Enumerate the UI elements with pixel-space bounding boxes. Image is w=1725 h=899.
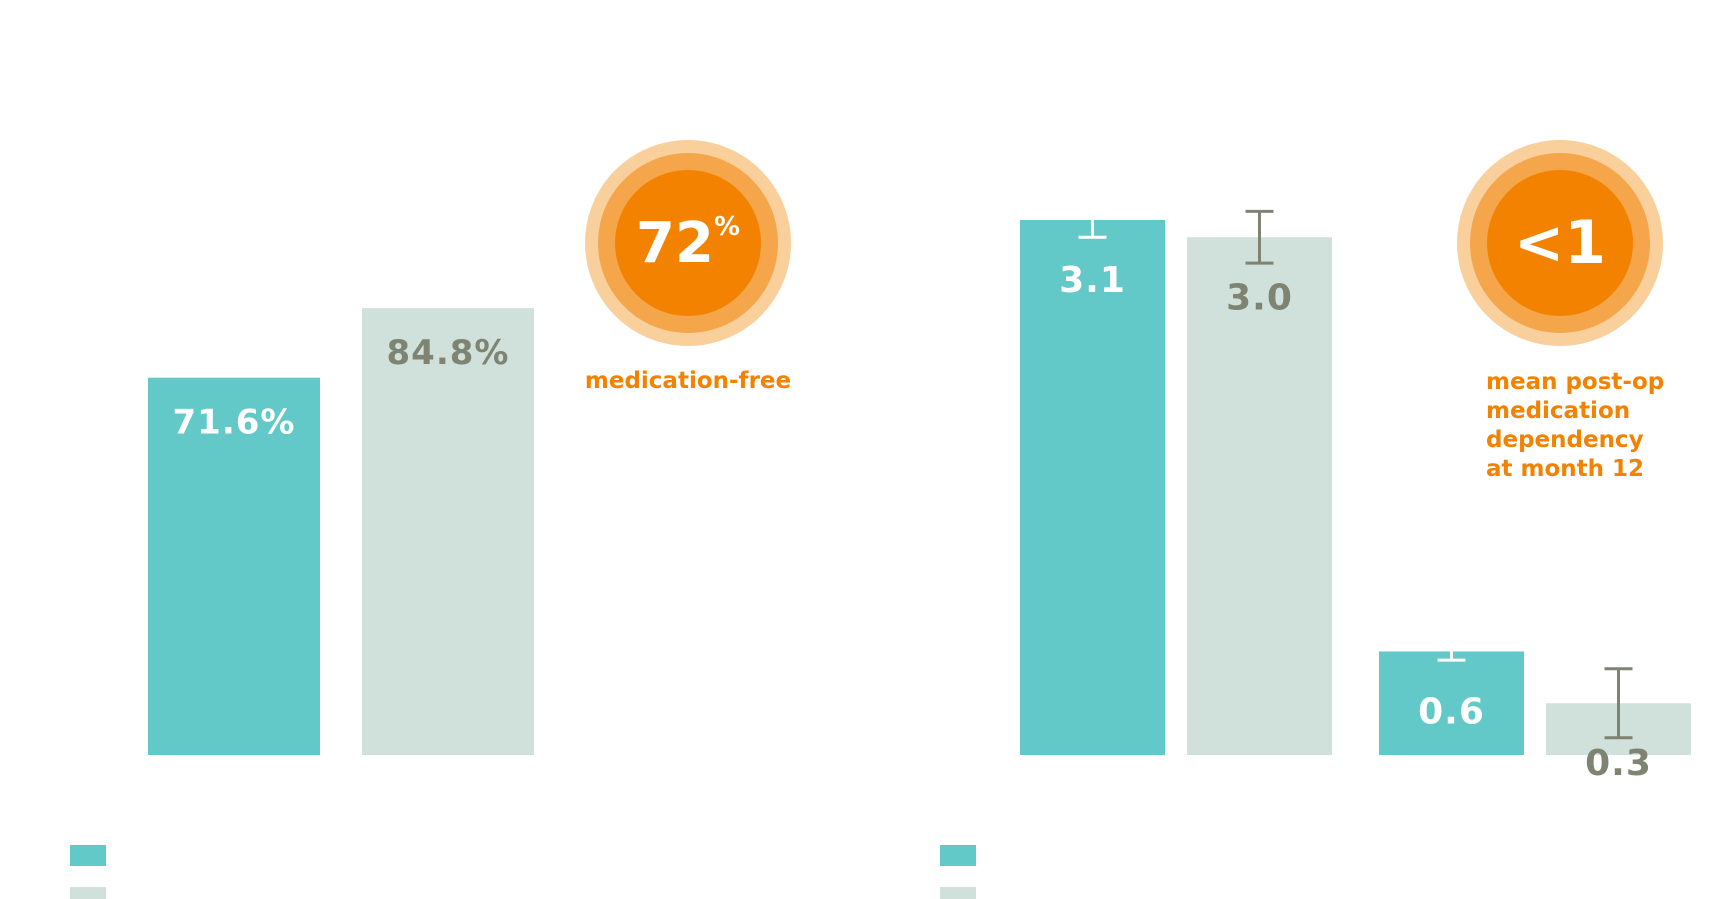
- error-bar-control-1: [1604, 667, 1633, 740]
- error-bar-control-0: [1245, 209, 1274, 265]
- legend-swatch-treatment: [70, 845, 106, 866]
- callout-value-number: <1: [1514, 208, 1606, 278]
- bar-control-0: [362, 308, 534, 755]
- legend-swatch-control: [940, 887, 976, 899]
- data-label: 3.0: [1226, 277, 1293, 318]
- bar-treatment-1: [1379, 651, 1524, 755]
- data-label: 0.6: [1418, 691, 1485, 732]
- callout-value-number: 72: [636, 211, 714, 276]
- legend: [940, 845, 976, 899]
- data-label: 3.1: [1059, 260, 1126, 301]
- callout-caption-line: medication-free: [585, 368, 791, 394]
- legend: [70, 845, 106, 899]
- callout-badge: <1: [1457, 140, 1663, 346]
- data-label: 0.3: [1585, 743, 1652, 784]
- chart-medication-dependency: 3.1 0.6 3.0 0.3 <1 mean post-op medication depe…: [940, 140, 1691, 899]
- callout-caption-line: dependency: [1486, 427, 1644, 453]
- callout-value: <1: [1514, 208, 1606, 278]
- chart-medication-free: 71.6% 84.8% 72% medication-free: [70, 140, 791, 899]
- error-bar-treatment-0: [1078, 201, 1107, 239]
- data-label: 71.6%: [173, 403, 296, 443]
- data-label: 84.8%: [387, 333, 510, 373]
- error-bar-treatment-1: [1437, 641, 1466, 662]
- callout-badge: 72%: [585, 140, 791, 346]
- callout-ring-inner: [1487, 170, 1633, 316]
- callout-caption-line: mean post-op: [1486, 369, 1664, 395]
- bar-control-0: [1187, 237, 1332, 756]
- callout-value-suffix: %: [714, 212, 740, 242]
- callout-caption-line: medication: [1486, 398, 1630, 424]
- bar-treatment-0: [1020, 220, 1165, 755]
- callout-ring-inner: [615, 170, 761, 316]
- callout-value: 72%: [636, 211, 740, 276]
- bar-treatment-0: [148, 377, 320, 755]
- legend-swatch-treatment: [940, 845, 976, 866]
- callout-caption-line: at month 12: [1486, 456, 1644, 482]
- legend-swatch-control: [70, 887, 106, 899]
